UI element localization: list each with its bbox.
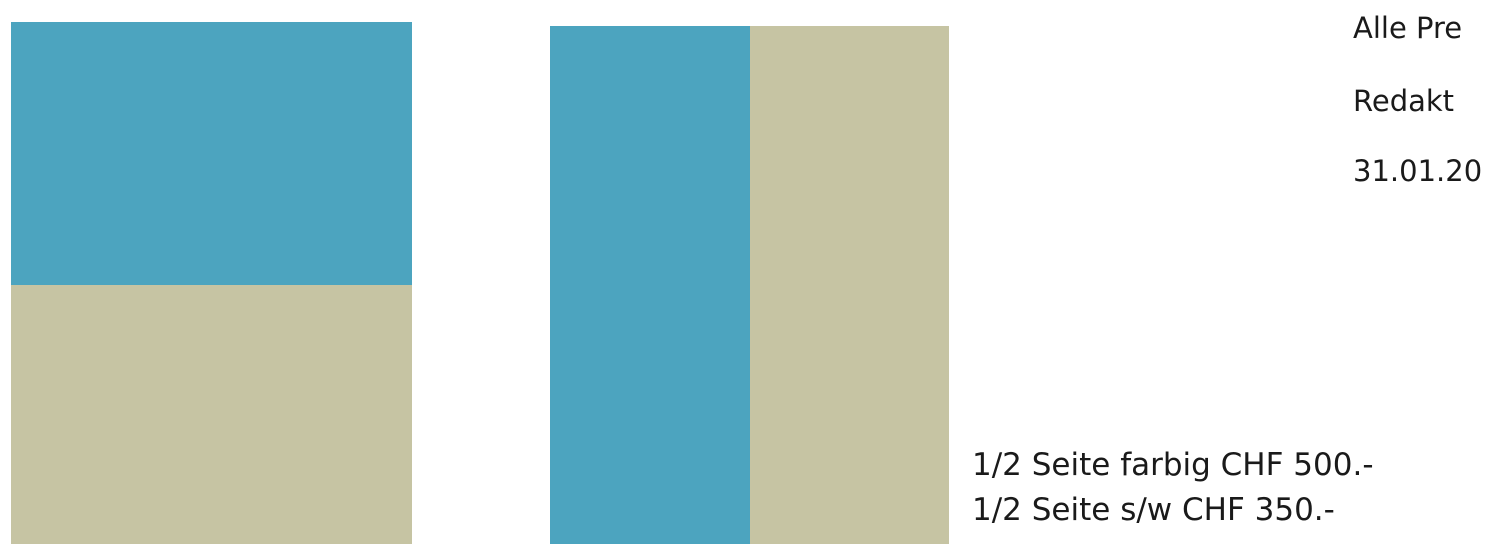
info-line-date: 31.01.20 (1353, 154, 1483, 188)
info-line-prices: Alle Pre (1353, 11, 1463, 45)
horizontal-half-bottom-block (11, 285, 412, 544)
vertical-half-right-block (750, 26, 949, 544)
price-bw: 1/2 Seite s/w CHF 350.- (972, 492, 1335, 528)
price-color: 1/2 Seite farbig CHF 500.- (972, 447, 1374, 483)
horizontal-half-top-block (11, 22, 412, 285)
vertical-half-left-block (550, 26, 750, 544)
info-line-redaktion: Redakt (1353, 84, 1455, 118)
